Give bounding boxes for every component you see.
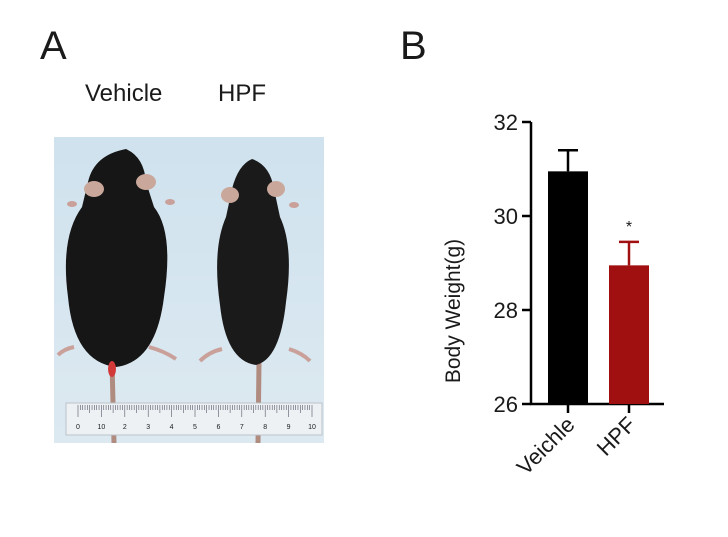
photo-label-hpf: HPF	[218, 80, 266, 107]
y-tick-label: 28	[494, 298, 518, 323]
ruler-tick-label: 6	[216, 424, 220, 431]
y-tick-label: 30	[494, 204, 518, 229]
body-weight-chart: Body Weight(g) 26 28 30 32 * Veichle HPF	[442, 110, 664, 480]
ruler-tick-label: 5	[193, 424, 197, 431]
vehicle-mouse	[56, 149, 178, 443]
ruler-tick-label: 9	[287, 424, 291, 431]
ruler-tick-label: 10	[308, 424, 316, 431]
bar-hpf	[609, 265, 649, 404]
ruler-tick-label: 0	[76, 424, 80, 431]
ruler-tick-label: 8	[263, 424, 267, 431]
y-tick-label: 32	[494, 110, 518, 135]
panel-label-a: A	[40, 24, 67, 68]
significance-marker: *	[626, 219, 632, 236]
ruler-tick-label: 4	[170, 424, 174, 431]
bar-veichle	[548, 171, 588, 404]
panel-label-b: B	[400, 24, 427, 68]
ruler: 0 10 2 3 4 5 6 7 8 9 10	[65, 402, 323, 436]
mice-photo: 0 10 2 3 4 5 6 7 8 9 10	[54, 137, 324, 443]
x-tick-label: HPF	[592, 412, 641, 461]
x-tick-label: Veichle	[512, 412, 580, 480]
ruler-tick-label: 3	[146, 424, 150, 431]
ruler-tick-label: 7	[240, 424, 244, 431]
ruler-tick-label: 2	[123, 424, 127, 431]
y-axis-label: Body Weight(g)	[442, 239, 465, 383]
photo-label-vehicle: Vehicle	[85, 80, 163, 107]
ruler-tick-label: 10	[98, 424, 106, 431]
y-tick-label: 26	[494, 392, 518, 417]
